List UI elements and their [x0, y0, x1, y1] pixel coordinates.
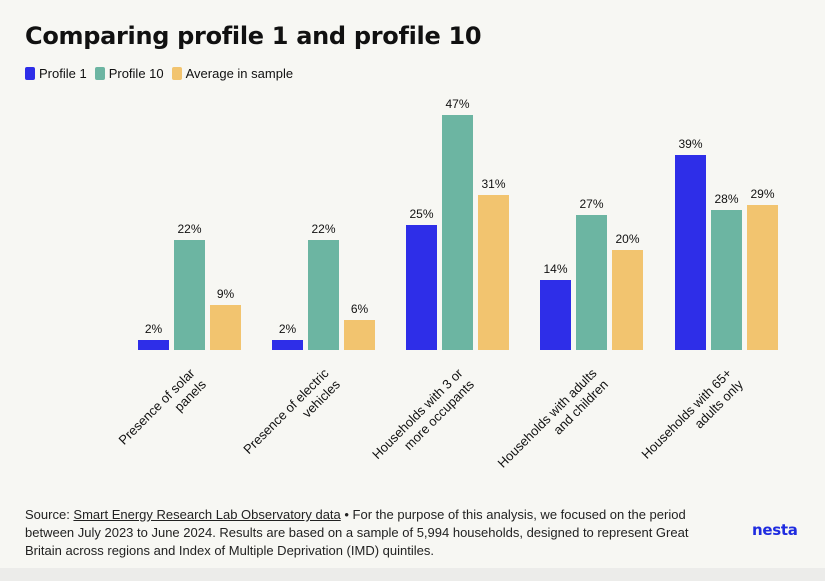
category-label-line: Households with adults: [494, 365, 599, 470]
legend-item-average: Average in sample: [171, 66, 294, 81]
bar-average-in-sample-0: [210, 305, 241, 350]
data-label: 6%: [351, 302, 369, 316]
legend-label-profile-10: Profile 10: [108, 66, 164, 81]
legend-swatch-profile-10: [94, 67, 105, 80]
bar-profile-10-0: [174, 240, 205, 350]
bar-average-in-sample-3: [612, 250, 643, 350]
bar-profile-1-3: [540, 280, 571, 350]
data-label: 29%: [750, 187, 774, 201]
chart-title: Comparing profile 1 and profile 10: [25, 22, 482, 50]
legend-label-profile-1: Profile 1: [39, 66, 87, 81]
bar-profile-1-1: [272, 340, 303, 350]
data-label: 27%: [579, 197, 603, 211]
footer-prefix: Source:: [25, 507, 74, 522]
legend: Profile 1 Profile 10 Average in sample: [25, 66, 301, 81]
bar-profile-10-2: [442, 115, 473, 350]
footer-text: • For the purpose of this analysis, we f…: [25, 507, 689, 558]
data-label: 14%: [543, 262, 567, 276]
category-label: Households with 65+adults only: [638, 366, 746, 462]
source-footnote: Source: Smart Energy Research Lab Observ…: [25, 506, 725, 560]
data-label: 2%: [279, 322, 297, 336]
bar-profile-10-1: [308, 240, 339, 350]
bar-profile-1-2: [406, 225, 437, 350]
bar-profile-1-4: [675, 155, 706, 350]
bar-profile-10-4: [711, 210, 742, 350]
data-label: 25%: [409, 207, 433, 221]
nesta-logo: nesta: [752, 521, 798, 539]
bar-average-in-sample-4: [747, 205, 778, 350]
category-label-line: Households with 3 or: [369, 365, 466, 462]
legend-item-profile-1: Profile 1: [25, 66, 87, 81]
data-label: 9%: [217, 287, 235, 301]
source-link[interactable]: Smart Energy Research Lab Observatory da…: [73, 507, 341, 522]
data-label: 22%: [177, 222, 201, 236]
bar-profile-10-3: [576, 215, 607, 350]
data-label: 28%: [714, 192, 738, 206]
data-label: 39%: [678, 137, 702, 151]
data-label: 31%: [481, 177, 505, 191]
legend-swatch-profile-1: [25, 67, 35, 80]
data-label: 22%: [311, 222, 335, 236]
bar-profile-1-0: [138, 340, 169, 350]
data-label: 2%: [145, 322, 163, 336]
legend-label-average: Average in sample: [185, 66, 294, 81]
category-label-line: Households with 65+: [638, 366, 734, 462]
bottom-strip: [0, 568, 825, 581]
legend-swatch-average: [171, 67, 182, 80]
data-label: 20%: [615, 232, 639, 246]
bar-average-in-sample-1: [344, 320, 375, 350]
legend-item-profile-10: Profile 10: [94, 66, 164, 81]
data-label: 47%: [445, 97, 469, 111]
bar-average-in-sample-2: [478, 195, 509, 350]
